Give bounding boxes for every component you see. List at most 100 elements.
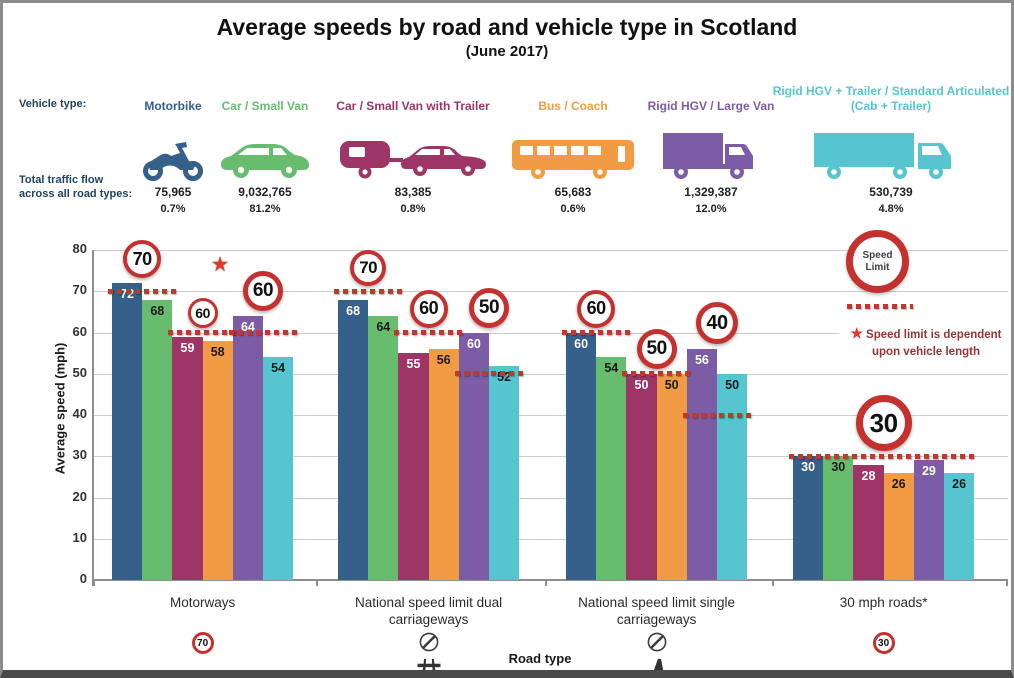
bar-value-label: 28 bbox=[861, 468, 876, 483]
bar-30-mph-roads-car-small-va bbox=[823, 456, 854, 581]
x-axis-tick bbox=[771, 580, 774, 586]
bar-value-label: 30 bbox=[801, 460, 816, 475]
speed-limit-dotted-line bbox=[622, 371, 691, 377]
y-tick-label: 0 bbox=[79, 571, 87, 586]
national-speed-limit-icon bbox=[419, 632, 439, 657]
vehicle-flow-value: 75,965 bbox=[154, 185, 192, 199]
speed-limit-dotted-line bbox=[789, 453, 979, 459]
vehicle-column-3: Car / Small Van with Trailer 83,385 0.8% bbox=[319, 77, 507, 217]
bar-value-label: 55 bbox=[406, 357, 421, 372]
bar-national-speed-limit-rigid-hgv-tr bbox=[489, 365, 520, 580]
articulated-hgv-icon bbox=[772, 115, 1010, 181]
bar-national-speed-limit-motorbike bbox=[338, 299, 369, 580]
vehicle-column-1: Motorbike 75,965 0.7% bbox=[117, 77, 229, 217]
gridline bbox=[93, 291, 1008, 293]
bar-value-label: 56 bbox=[694, 353, 709, 367]
vehicle-name: Bus / Coach bbox=[538, 99, 608, 114]
bar-value-label: 56 bbox=[436, 353, 451, 367]
vehicle-flow-percent: 12.0% bbox=[695, 203, 727, 215]
speed-limit-sign-50: 50 bbox=[469, 287, 509, 328]
traffic-flow-label: Total traffic flow across all road types… bbox=[19, 173, 132, 201]
bar-national-speed-limit-motorbike bbox=[566, 332, 597, 580]
vehicle-flow-value: 9,032,765 bbox=[238, 185, 292, 199]
vehicle-column-2: Car / Small Van 9,032,765 81.2% bbox=[204, 77, 326, 217]
vehicle-name: Rigid HGV / Large Van bbox=[647, 99, 775, 114]
vehicle-column-5: Rigid HGV / Large Van 1,329,387 12.0% bbox=[635, 77, 787, 217]
speed-limit-dotted-line bbox=[334, 288, 403, 294]
speed-limit-sign-60: 60 bbox=[409, 289, 448, 328]
speed-limit-dotted-line bbox=[394, 330, 463, 335]
speed-limit-dotted-line bbox=[562, 330, 631, 335]
speed-limit-sign-70: 70 bbox=[350, 250, 387, 287]
y-tick-label: 40 bbox=[72, 406, 87, 421]
bar-value-label: 60 bbox=[466, 336, 481, 351]
bar-motorways-rigid-hgv-tr bbox=[263, 357, 294, 581]
bar-value-label: 26 bbox=[891, 476, 906, 491]
vehicle-type-label: Vehicle type: bbox=[19, 98, 87, 110]
roundel-30-icon: 30 bbox=[872, 632, 895, 654]
vehicle-flow-percent: 0.6% bbox=[560, 203, 586, 215]
speed-limit-sign-70: 70 bbox=[123, 240, 162, 278]
speed-limit-dotted-line bbox=[168, 330, 237, 335]
speed-limit-legend-sign: Speed Limit bbox=[846, 230, 909, 293]
gridline bbox=[93, 332, 1008, 334]
gridline bbox=[93, 250, 1008, 251]
rigid-hgv-icon bbox=[635, 115, 787, 181]
y-tick-label: 10 bbox=[72, 529, 87, 545]
speed-limit-legend-label: Speed Limit bbox=[862, 250, 893, 273]
x-axis-area: Motorways 70 National speed limit dual car… bbox=[93, 588, 1008, 670]
bar-national-speed-limit-car-small-va bbox=[626, 373, 657, 581]
vehicle-name: Rigid HGV + Trailer / Standard Articulat… bbox=[772, 83, 1010, 114]
plot-area: 72 68 59 58 64 54 68 64 55 56 60 52 60 54 50 50 56 50 30 30… bbox=[92, 240, 1008, 586]
bar-value-label: 50 bbox=[634, 377, 649, 392]
bar-value-label: 59 bbox=[180, 340, 195, 355]
bar-value-label: 64 bbox=[376, 320, 391, 334]
single-carriageway-icon bbox=[648, 658, 666, 670]
bar-value-label: 50 bbox=[725, 377, 740, 392]
gridline bbox=[93, 538, 1008, 540]
y-tick-label: 70 bbox=[72, 282, 87, 298]
bar-motorways-car-small-va bbox=[172, 336, 203, 580]
gridline bbox=[93, 415, 1008, 416]
motorbike-icon bbox=[117, 115, 229, 181]
star-note: ★ Speed limit is dependent upon vehicle l… bbox=[839, 324, 1011, 360]
vehicle-flow-percent: 0.7% bbox=[160, 203, 186, 215]
category-label-motorways: Motorways bbox=[169, 595, 236, 610]
y-tick-label: 20 bbox=[72, 488, 87, 504]
chart-subtitle: (June 2017) bbox=[465, 43, 549, 60]
vehicle-flow-value: 83,385 bbox=[394, 185, 432, 199]
bar-motorways-bus-coach bbox=[202, 340, 233, 581]
category-axis-icons bbox=[647, 632, 667, 670]
vehicle-flow-value: 530,739 bbox=[869, 185, 913, 199]
bar-30-mph-roads-rigid-hgv-tr bbox=[944, 472, 975, 581]
bar-motorways-rigid-hgv-la bbox=[232, 316, 263, 580]
traffic-flow-label-line2: across all road types: bbox=[19, 188, 133, 200]
speed-limit-sign-60: 60 bbox=[187, 297, 218, 328]
category-label-30-mph-roads: 30 mph roads* bbox=[839, 595, 928, 610]
car-icon bbox=[204, 115, 326, 181]
category-label-national-speed-limit-dua: National speed limit dual carriageways bbox=[355, 595, 503, 627]
x-axis-tick bbox=[93, 580, 95, 586]
vehicle-name: Motorbike bbox=[144, 99, 202, 114]
bar-national-speed-limit-rigid-hgv-tr bbox=[717, 373, 748, 581]
bar-motorways-motorbike bbox=[112, 283, 143, 580]
bar-national-speed-limit-car-small-va bbox=[398, 353, 429, 580]
bar-value-label: 68 bbox=[346, 303, 361, 318]
bar-30-mph-roads-bus-coach bbox=[883, 472, 914, 581]
category-axis-icons: 30 bbox=[872, 632, 895, 654]
y-axis-line bbox=[92, 250, 94, 586]
speed-limit-sign-60: 60 bbox=[577, 289, 616, 328]
bar-value-label: 29 bbox=[921, 464, 936, 479]
vehicle-column-4: Bus / Coach 65,683 0.6% bbox=[502, 77, 644, 217]
vehicle-flow-percent: 81.2% bbox=[249, 203, 281, 215]
motorway-icon bbox=[416, 658, 442, 670]
speed-limit-dotted-line bbox=[682, 412, 752, 418]
speed-limit-legend-dotted-line bbox=[847, 304, 913, 309]
category-label-national-speed-limit-sin: National speed limit single carriageways bbox=[578, 595, 736, 627]
vehicle-column-6: Rigid HGV + Trailer / Standard Articulat… bbox=[772, 77, 1010, 217]
vehicle-flow-percent: 0.8% bbox=[400, 203, 426, 215]
speed-limit-dotted-line bbox=[454, 371, 524, 377]
x-axis-line bbox=[93, 579, 1008, 581]
vehicle-name: Car / Small Van with Trailer bbox=[336, 99, 490, 114]
